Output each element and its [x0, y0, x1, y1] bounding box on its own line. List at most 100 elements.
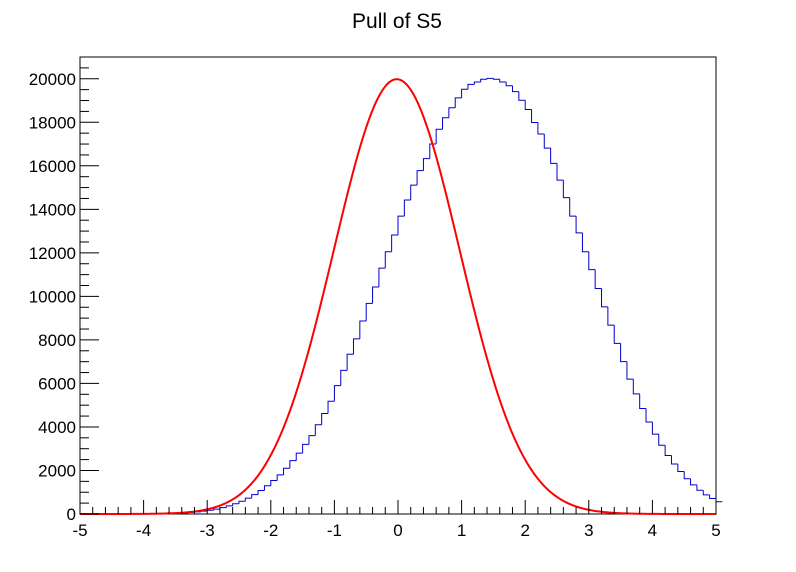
histogram-bin: [276, 474, 284, 481]
plot-area: -5 -4 -3 -2 -1 0 1 2 3 4 5 0 2000 4000 6000 8000 10000 12…: [29, 56, 723, 540]
histogram-bin: [295, 452, 303, 461]
histogram-bin: [448, 107, 456, 118]
histogram-bin: [632, 379, 640, 395]
histogram-bin: [232, 503, 239, 506]
x-tick-label: 3: [584, 521, 593, 540]
histogram-bin: [403, 199, 411, 217]
histogram-bin: [651, 421, 659, 435]
histogram-bin: [251, 494, 259, 499]
histogram-bin: [696, 484, 704, 491]
histogram-bin: [314, 424, 322, 436]
histogram-bin: [575, 216, 583, 234]
histogram-bin: [702, 490, 710, 496]
histogram-bin: [340, 369, 348, 386]
y-tick-label: 16000: [29, 157, 76, 176]
histogram-bin: [677, 463, 685, 473]
histogram-bin: [263, 485, 271, 491]
x-tick-label: 4: [648, 521, 657, 540]
x-tick-label: 5: [711, 521, 720, 540]
histogram-bin: [486, 77, 494, 80]
x-tick-label: 2: [520, 521, 529, 540]
y-tick-label: 8000: [38, 331, 76, 350]
histogram-bin: [391, 234, 398, 252]
histogram-bin: [365, 302, 373, 321]
histogram-bin: [372, 286, 379, 304]
x-tick-label: -5: [72, 521, 87, 540]
histogram-bin: [569, 197, 577, 217]
histogram-bin: [346, 353, 354, 371]
histogram-bin: [289, 460, 297, 469]
y-tick-label: 2000: [38, 461, 76, 480]
histogram-bin: [690, 478, 697, 486]
histogram-bin: [435, 128, 443, 145]
histogram-bin: [270, 479, 278, 486]
histogram-bin: [664, 445, 672, 456]
histogram-bin: [213, 508, 220, 511]
histogram-bin: [283, 467, 290, 475]
histogram-bin: [416, 170, 424, 186]
histogram-bin: [537, 122, 545, 135]
y-tick-label: 6000: [38, 374, 76, 393]
histogram-bin: [518, 91, 526, 101]
histogram-bin: [327, 400, 335, 414]
histogram-bin: [257, 490, 265, 495]
histogram-bin: [473, 81, 481, 85]
histogram-bin: [550, 148, 557, 164]
histogram-bin: [511, 85, 519, 93]
histogram-bin: [321, 412, 329, 425]
histogram-bin: [645, 408, 653, 423]
histogram-bin: [594, 269, 602, 290]
histogram-bin: [244, 497, 252, 502]
histogram-bin: [238, 500, 246, 504]
y-tick-label: 14000: [29, 200, 76, 219]
x-tick-label: 0: [393, 521, 402, 540]
histogram-bin: [410, 184, 418, 200]
histogram-bin: [499, 79, 507, 83]
y-tick-label: 4000: [38, 418, 76, 437]
histogram-bin: [613, 325, 621, 344]
histogram-bin: [683, 471, 691, 480]
histogram-bin: [626, 361, 634, 380]
histogram-bin: [454, 97, 462, 108]
histogram-bin: [562, 180, 570, 199]
histogram-bin: [359, 320, 367, 339]
x-tick-label: 1: [457, 521, 466, 540]
histogram-bin: [422, 158, 430, 171]
histogram-bin: [384, 251, 392, 269]
histogram-bin: [225, 505, 233, 508]
histogram-bin: [607, 306, 615, 326]
y-tick-label: 12000: [29, 244, 76, 263]
histogram-bin: [308, 435, 316, 445]
y-tick-label: 20000: [29, 70, 76, 89]
histogram-bin: [670, 455, 678, 465]
y-tick-label: 0: [67, 505, 76, 524]
histogram-bin: [397, 215, 405, 236]
y-tick-label: 18000: [29, 113, 76, 132]
histogram-bin: [429, 143, 437, 159]
histogram-bin: [658, 434, 666, 446]
histogram-bin: [531, 109, 538, 123]
histogram-bin: [378, 267, 386, 288]
histogram-bin: [709, 494, 716, 500]
x-tick-label: -4: [136, 521, 151, 540]
chart-title: Pull of S5: [352, 10, 442, 33]
histogram-bin: [639, 393, 647, 409]
histogram-bin: [601, 288, 608, 308]
histogram-bin: [467, 83, 475, 90]
histogram-bin: [461, 88, 468, 98]
histogram-bin: [352, 338, 360, 355]
histogram-bin: [442, 117, 449, 130]
histogram-bin: [581, 232, 589, 253]
histogram-bin: [302, 443, 309, 454]
histogram-bin: [556, 163, 564, 181]
y-tick-label: 10000: [29, 287, 76, 306]
histogram-bin: [620, 343, 627, 363]
x-tick-label: -3: [200, 521, 215, 540]
gaussian-fit-curve: [80, 78, 716, 515]
histogram-bin: [492, 78, 500, 80]
histogram-bin: [524, 100, 532, 110]
x-tick-label: -1: [327, 521, 342, 540]
histogram-bin: [543, 134, 551, 149]
